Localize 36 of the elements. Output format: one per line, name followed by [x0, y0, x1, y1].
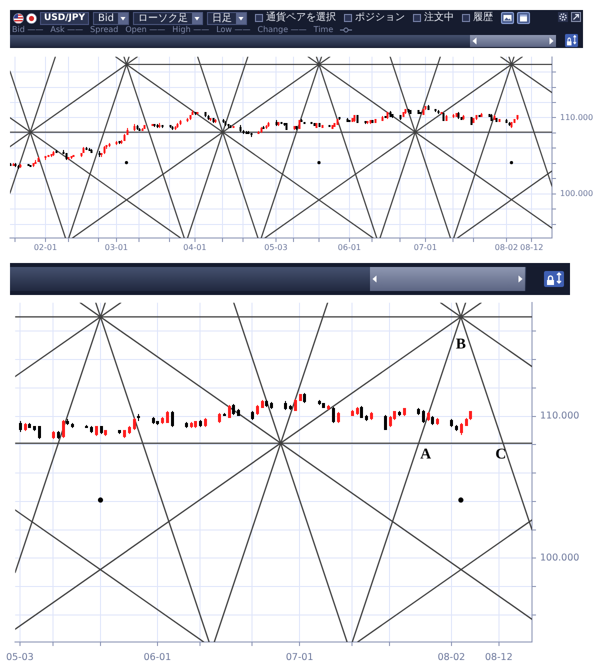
- select-field: 日足: [207, 12, 248, 24]
- y-tick-label: 110.000: [540, 410, 580, 422]
- x-tick-label: 08-12: [485, 652, 513, 664]
- text: Bid ——: [12, 25, 44, 35]
- x-tick-label: 06-01: [338, 242, 362, 252]
- x-tick-label: 08-02: [494, 242, 518, 252]
- x-tick-label: 07-01: [414, 242, 437, 252]
- text: 通貨ペアを選択: [266, 12, 336, 24]
- text: Spread: [90, 25, 118, 35]
- annotation: A: [420, 446, 432, 463]
- x-tick-label: 08-02: [438, 652, 466, 664]
- annotation: C: [495, 446, 506, 463]
- select-field: ローソク足: [133, 12, 204, 24]
- x-tick-label: 05-03: [264, 242, 288, 252]
- y-tick-label: 100.000: [540, 552, 580, 564]
- text: USD/JPY: [40, 12, 90, 24]
- x-tick-label: 04-01: [183, 242, 207, 252]
- x-tick-label: 08-12: [520, 242, 544, 252]
- text: High ——: [172, 25, 210, 35]
- y-tick-label: 110.000: [560, 112, 594, 122]
- text: 履歴: [473, 12, 494, 24]
- y-tick-label: 100.000: [560, 188, 594, 198]
- text: Change ——: [258, 25, 307, 35]
- x-tick-label: 07-01: [286, 652, 314, 664]
- x-tick-label: 06-01: [144, 652, 172, 664]
- annotation: B: [456, 336, 466, 352]
- text: ポジション: [355, 12, 406, 24]
- text: Low ——: [216, 25, 250, 35]
- x-tick-label: 02-01: [34, 242, 58, 252]
- select-field: Bid: [93, 12, 130, 24]
- text: Open ——: [125, 25, 166, 35]
- text: Time: [314, 25, 334, 35]
- x-tick-label: 05-03: [6, 652, 34, 664]
- text: 注文中: [424, 12, 454, 24]
- text: Ask ——: [50, 25, 84, 35]
- x-tick-label: 03-01: [104, 242, 128, 252]
